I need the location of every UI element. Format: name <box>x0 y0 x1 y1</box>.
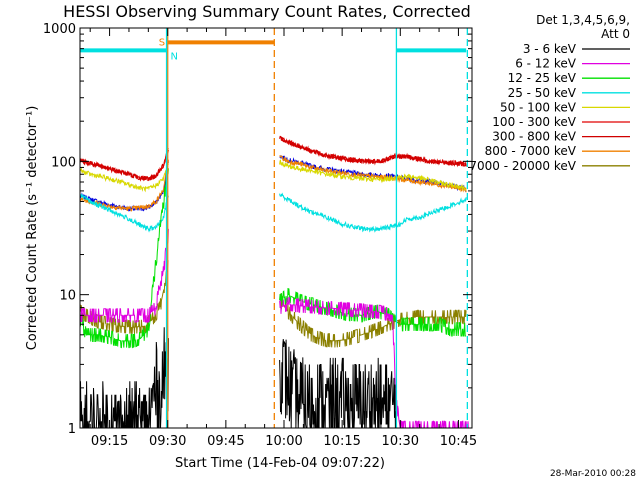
y-axis-label: Corrected Count Rate (s⁻¹ detector⁻¹) <box>25 106 40 351</box>
y-tick-label-1: 10 <box>59 289 76 304</box>
series-line-10-seg-0 <box>80 160 169 212</box>
y-tick-label-0: 1 <box>68 422 76 437</box>
series-line-8-seg-0 <box>80 159 169 212</box>
y-tick-label-3: 1000 <box>43 22 76 37</box>
x-tick-label-5: 10:30 <box>382 434 419 449</box>
x-axis-label: Start Time (14-Feb-04 09:07:22) <box>175 456 385 471</box>
series-line-3-seg-0 <box>80 168 169 349</box>
series-line-4-seg-1 <box>279 192 467 233</box>
series-line-5-seg-0 <box>80 161 169 193</box>
x-tick-label-3: 10:00 <box>265 434 302 449</box>
x-tick-label-4: 10:15 <box>323 434 360 449</box>
legend-label-2: 6 - 12 keV <box>515 57 577 71</box>
series-line-8-seg-1 <box>279 155 467 193</box>
data-group <box>80 135 470 428</box>
x-tick-label-6: 10:45 <box>440 434 477 449</box>
footer-timestamp: 28-Mar-2010 00:28 <box>550 469 636 479</box>
series-line-7-seg-1 <box>279 135 467 168</box>
legend-label-3: 12 - 25 keV <box>508 71 577 85</box>
chart-title: HESSI Observing Summary Count Rates, Cor… <box>63 2 471 21</box>
y-tick-label-2: 100 <box>51 155 76 170</box>
plot-layer: SN <box>80 28 470 428</box>
flag-label-n: N <box>171 51 178 62</box>
legend-label-5: 50 - 100 keV <box>500 100 577 114</box>
legend-header-line-1: Det 1,3,4,5,6,9, <box>536 13 630 27</box>
series-line-4-seg-0 <box>80 193 169 233</box>
legend-label-1: 3 - 6 keV <box>523 42 577 56</box>
legend-label-7: 300 - 800 keV <box>492 130 576 144</box>
series-line-1-seg-0 <box>80 327 169 428</box>
x-tick-label-0: 09:15 <box>91 434 128 449</box>
plot-frame <box>79 27 473 429</box>
series-line-2-seg-0 <box>80 228 169 324</box>
series-line-2-seg-1 <box>279 296 470 428</box>
axis-layer: 1 10 100 1000 09:15 09:30 09:45 10:00 10:15 10:30… <box>43 22 477 449</box>
series-line-1-seg-1 <box>279 339 397 428</box>
series-line-7-seg-0 <box>80 148 169 181</box>
series-line-9-seg-1 <box>279 293 467 348</box>
legend-label-6: 100 - 300 keV <box>492 115 576 129</box>
x-tick-label-2: 09:45 <box>207 434 244 449</box>
legend-label-9: 7000 - 20000 keV <box>469 159 576 173</box>
series-line-5-seg-1 <box>279 159 467 192</box>
x-tick-label-1: 09:30 <box>149 434 186 449</box>
legend-label-4: 25 - 50 keV <box>508 86 577 100</box>
legend-header-line-2: Att 0 <box>601 27 630 41</box>
flag-label-s: S <box>159 37 165 48</box>
legend-label-8: 800 - 7000 keV <box>485 144 577 158</box>
